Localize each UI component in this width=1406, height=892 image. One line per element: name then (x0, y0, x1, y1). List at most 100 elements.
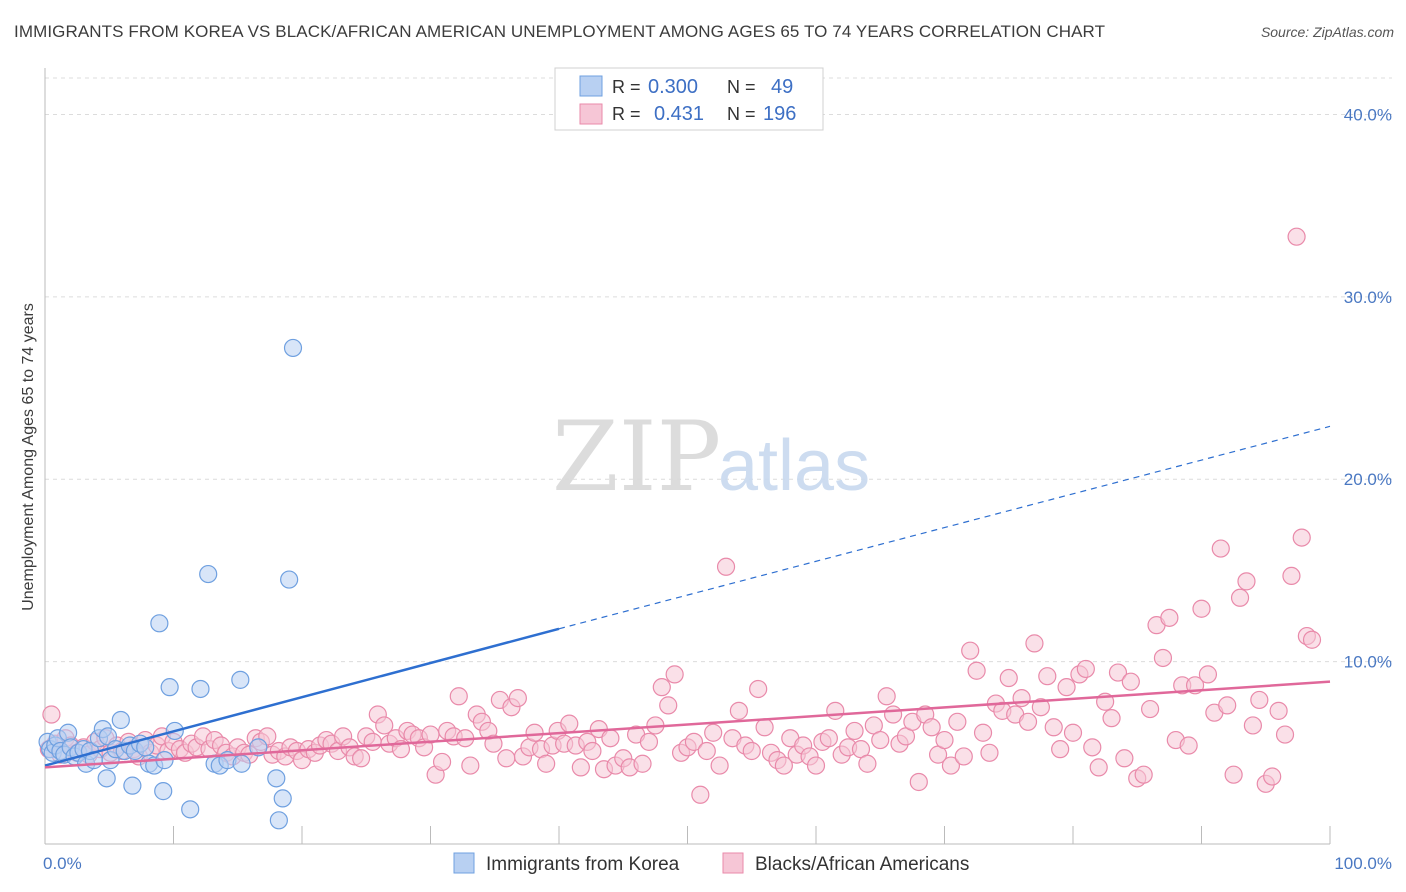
y-tick-label-1: 20.0% (1344, 470, 1392, 489)
black-point-78 (484, 734, 503, 753)
black-point-130 (806, 756, 826, 775)
black-point-165 (1031, 698, 1050, 717)
black-point-146 (909, 772, 928, 792)
black-point-169 (1057, 678, 1076, 697)
legend-r-label-korea: R = (612, 77, 641, 97)
black-point-152 (948, 712, 967, 731)
black-point-167 (1044, 718, 1063, 737)
black-point-170 (1063, 723, 1083, 742)
black-point-197 (1237, 572, 1256, 591)
black-point-208 (1302, 630, 1322, 649)
black-point-196 (1230, 588, 1250, 607)
black-point-98 (601, 729, 620, 748)
black-point-91 (560, 714, 579, 733)
black-point-179 (1121, 672, 1140, 691)
series-legend-label-black: Blacks/African Americans (755, 854, 969, 875)
black-point-188 (1179, 736, 1198, 755)
trend-lines (44, 425, 1331, 769)
black-point-206 (1292, 528, 1311, 547)
black-point-1 (42, 705, 61, 724)
black-point-142 (883, 705, 903, 724)
series-legend-label-korea: Immigrants from Korea (486, 854, 680, 875)
black-point-153 (954, 747, 973, 766)
series-legend: Immigrants from Korea Blacks/African Ame… (453, 852, 969, 875)
black-point-176 (1102, 709, 1121, 728)
black-point-55 (352, 749, 371, 768)
black-point-106 (652, 678, 671, 697)
black-point-174 (1089, 758, 1108, 777)
legend-n-value-korea: 49 (771, 76, 793, 98)
black-trend-line (44, 680, 1331, 769)
black-point-151 (941, 756, 961, 775)
watermark: ZIP atlas (552, 401, 870, 513)
legend-r-value-black: 0.431 (654, 103, 704, 125)
black-point-162 (1012, 688, 1031, 708)
black-point-93 (571, 758, 590, 777)
black-point-136 (845, 721, 864, 741)
legend-r-label-black: R = (612, 104, 641, 124)
black-point-111 (684, 732, 704, 751)
korea-point-47 (280, 570, 299, 589)
korea-point-43 (249, 738, 268, 757)
black-point-182 (1140, 699, 1160, 719)
black-point-120 (742, 741, 761, 761)
black-point-114 (704, 723, 723, 742)
black-point-148 (922, 718, 941, 737)
grid-lines (45, 77, 1392, 663)
black-point-85 (525, 723, 544, 742)
black-point-104 (639, 732, 659, 751)
black-point-194 (1218, 696, 1237, 715)
black-point-178 (1115, 749, 1134, 768)
black-point-195 (1224, 765, 1243, 784)
black-point-107 (659, 696, 678, 715)
korea-point-46 (269, 811, 288, 830)
x-tick-label-max: 100.0% (1334, 854, 1392, 873)
black-point-173 (1083, 738, 1102, 757)
black-point-72 (449, 687, 468, 706)
y-axis-label: Unemployment Among Ages 65 to 74 years (20, 303, 37, 611)
legend-n-label-black: N = (727, 104, 756, 124)
legend-swatch-black (579, 103, 603, 125)
black-point-125 (774, 756, 793, 775)
legend-n-label-korea: N = (727, 77, 756, 97)
black-point-150 (935, 730, 954, 750)
y-tick-label-3: 40.0% (1344, 105, 1392, 124)
black-point-118 (729, 701, 749, 720)
x-tick-label-min: 0.0% (43, 854, 82, 873)
black-point-164 (1025, 634, 1044, 653)
stats-legend: R = 0.300 N = 49 R = 0.431 N = 196 (554, 67, 824, 131)
black-point-199 (1250, 690, 1269, 710)
korea-point-32 (97, 769, 116, 788)
black-point-168 (1051, 740, 1070, 759)
korea-point-45 (273, 789, 292, 808)
black-point-203 (1275, 725, 1295, 744)
black-point-74 (461, 756, 480, 775)
chart-title: IMMIGRANTS FROM KOREA VS BLACK/AFRICAN A… (14, 22, 1106, 41)
korea-point-34 (154, 782, 173, 801)
korea-point-33 (123, 776, 142, 795)
black-point-57 (363, 732, 382, 751)
series-legend-swatch-black (722, 852, 744, 874)
legend-r-value-korea: 0.300 (648, 76, 698, 98)
black-point-122 (755, 718, 774, 737)
y-tick-label-2: 30.0% (1344, 288, 1392, 307)
black-point-154 (961, 641, 980, 660)
black-point-190 (1192, 599, 1211, 618)
black-point-133 (826, 701, 845, 720)
korea-point-41 (231, 670, 250, 689)
black-point-202 (1269, 701, 1288, 720)
y-tick-label-0: 10.0% (1344, 653, 1392, 672)
black-point-204 (1282, 566, 1301, 586)
korea-trend-line (44, 627, 560, 767)
korea-point-44 (267, 769, 286, 788)
korea-point-20 (111, 710, 130, 730)
korea-point-28 (150, 614, 169, 633)
black-point-132 (819, 729, 838, 748)
black-point-155 (967, 661, 986, 680)
black-point-181 (1134, 765, 1153, 784)
black-point-82 (508, 688, 527, 708)
black-point-69 (432, 752, 452, 772)
black-point-140 (871, 730, 890, 750)
black-point-205 (1287, 227, 1306, 246)
black-point-157 (980, 743, 999, 762)
